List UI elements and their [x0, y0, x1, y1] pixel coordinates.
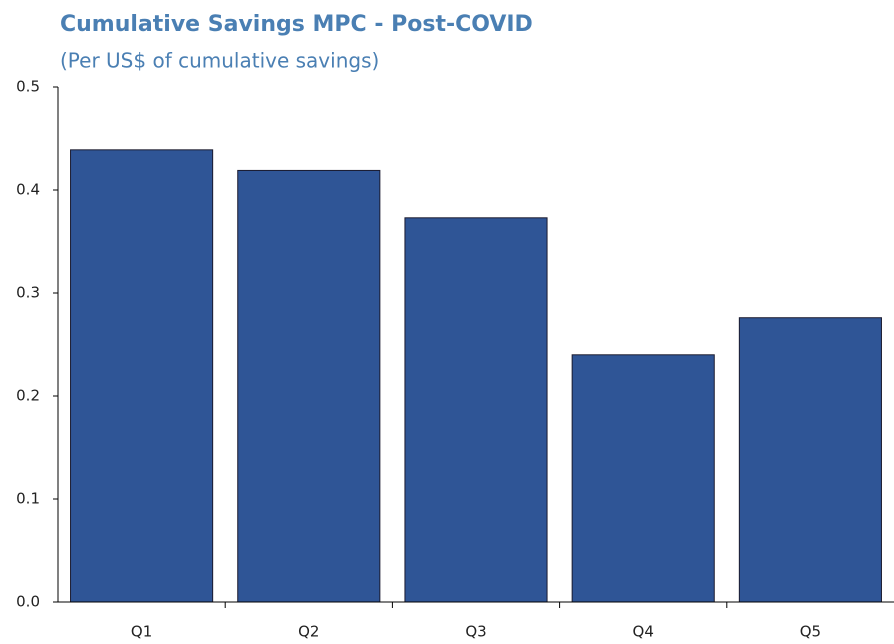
bar	[571, 354, 715, 603]
chart-subtitle: (Per US$ of cumulative savings)	[60, 49, 379, 73]
x-tick-label: Q3	[465, 623, 486, 641]
y-tick-label: 0.3	[16, 284, 40, 302]
y-tick-label: 0.4	[16, 181, 40, 199]
x-tick-label: Q4	[633, 623, 654, 641]
y-tick-label: 0.5	[16, 78, 40, 96]
chart-title: Cumulative Savings MPC - Post-COVID	[60, 12, 533, 37]
bar	[237, 169, 381, 603]
bar	[70, 149, 214, 603]
x-tick-label: Q2	[298, 623, 319, 641]
x-tick-label: Q1	[131, 623, 152, 641]
y-tick-label: 0.2	[16, 387, 40, 405]
x-tick-label: Q5	[800, 623, 821, 641]
y-tick-label: 0.1	[16, 490, 40, 508]
bar	[404, 217, 548, 603]
bar	[738, 317, 882, 603]
y-tick-label: 0.0	[16, 593, 40, 611]
